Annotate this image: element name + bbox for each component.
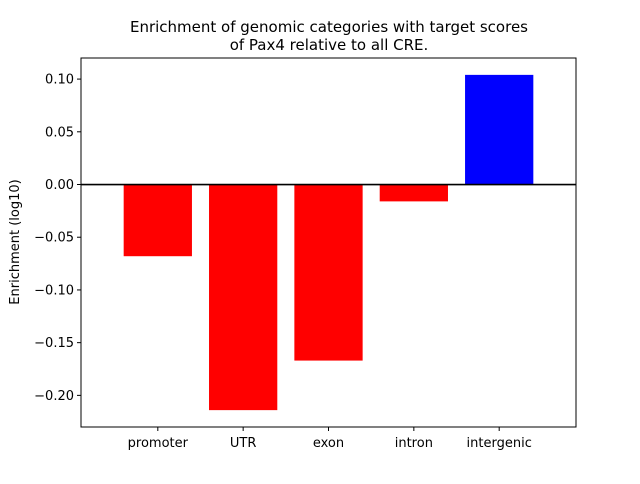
y-tick-label: 0.05 — [45, 125, 74, 140]
x-tick-label: intergenic — [467, 436, 532, 451]
bar-exon — [294, 184, 363, 361]
y-tick-label: 0.00 — [45, 178, 74, 193]
y-tick-label: 0.10 — [45, 73, 74, 88]
chart-title-line-1: Enrichment of genomic categories with ta… — [130, 18, 528, 36]
bar-promoter — [123, 184, 192, 257]
chart-title: Enrichment of genomic categories with ta… — [130, 18, 528, 54]
y-tick-label: −0.10 — [34, 283, 74, 298]
x-tick-label: UTR — [230, 436, 257, 451]
x-axis: promoter UTR exon intron intergenic — [128, 427, 532, 451]
y-axis: −0.20 −0.15 −0.10 −0.05 0.00 0.05 0.10 — [34, 73, 81, 404]
bar-intergenic — [465, 74, 534, 185]
x-tick-label: exon — [313, 436, 344, 451]
bar-series — [123, 74, 534, 411]
x-tick-label: intron — [395, 436, 433, 451]
x-tick-label: promoter — [128, 436, 189, 451]
bar-intron — [379, 184, 448, 202]
bar-UTR — [209, 184, 278, 411]
chart-title-line-2: of Pax4 relative to all CRE. — [230, 36, 429, 54]
y-axis-label: Enrichment (log10) — [8, 179, 23, 304]
y-tick-label: −0.15 — [34, 336, 74, 351]
y-tick-label: −0.20 — [34, 389, 74, 404]
y-tick-label: −0.05 — [34, 231, 74, 246]
